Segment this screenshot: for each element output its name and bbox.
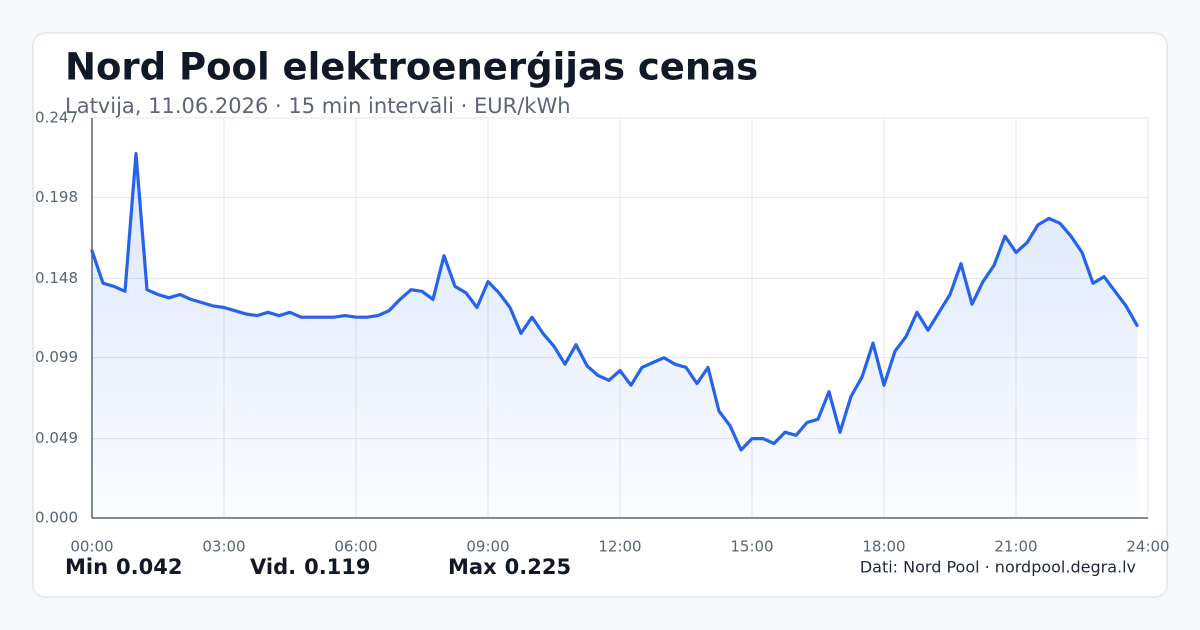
x-tick-label: 21:00 <box>994 538 1037 556</box>
stat-label: Max <box>448 555 497 579</box>
x-tick-label: 15:00 <box>730 538 773 556</box>
chart-subtitle: Latvija, 11.06.2026 · 15 min intervāli ·… <box>65 94 571 118</box>
x-tick-label: 18:00 <box>862 538 905 556</box>
stat-value: 0.225 <box>505 555 571 579</box>
x-tick-label: 00:00 <box>70 538 113 556</box>
source: Dati: Nord Pool · nordpool.degra.lv <box>860 558 1136 577</box>
stat: Min 0.042 <box>65 555 182 579</box>
y-tick-label: 0.000 <box>35 509 78 527</box>
y-tick-label: 0.049 <box>35 429 78 447</box>
y-tick-label: 0.247 <box>35 109 78 127</box>
chart-title: Nord Pool elektroenerģijas cenas <box>65 46 758 89</box>
x-tick-label: 12:00 <box>598 538 641 556</box>
stat-value: 0.042 <box>116 555 182 579</box>
stat: Max 0.225 <box>448 555 571 579</box>
x-tick-label: 03:00 <box>202 538 245 556</box>
x-tick-label: 09:00 <box>466 538 509 556</box>
stat: Vid. 0.119 <box>250 555 371 579</box>
plot-area: 0.000 0.049 0.099 0.148 0.198 0.247 00:00 03:00… <box>35 109 1170 556</box>
area <box>92 153 1137 518</box>
y-tick-label: 0.148 <box>35 269 78 287</box>
stat-value: 0.119 <box>304 555 370 579</box>
stat-label: Vid. <box>250 555 296 579</box>
line <box>90 152 1139 452</box>
footer: Dati: Nord Pool · nordpool.degra.lv Min 0… <box>65 555 1136 579</box>
x-tick-label: 24:00 <box>1126 538 1169 556</box>
stat-label: Min <box>65 555 108 579</box>
y-tick-label: 0.198 <box>35 188 78 206</box>
y-tick-label: 0.099 <box>35 348 78 366</box>
x-tick-label: 06:00 <box>334 538 377 556</box>
